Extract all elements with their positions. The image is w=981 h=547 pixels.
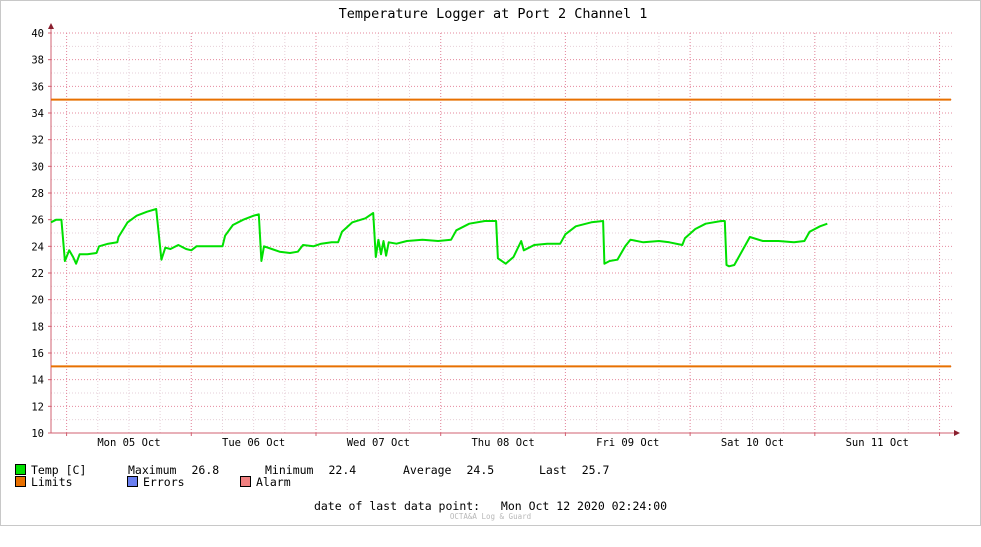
stat-last-label: Last [539,463,567,477]
minor-gridlines [51,33,952,433]
y-tick-label: 12 [31,401,44,413]
last-data-point-value: Mon Oct 12 2020 02:24:00 [500,499,668,513]
stat-average: Average 24.5 [403,463,494,477]
stat-minimum-label: Minimum [265,463,314,477]
y-tick-label: 32 [31,135,44,147]
y-tick-label: 36 [31,81,44,93]
temperature-series-line [50,208,828,268]
temperature-chart: 10 12 14 16 18 20 22 24 26 28 30 32 34 36 38 40 Mon 05 … [31,6,960,449]
legend-item-temp: Temp [C] [15,463,86,477]
y-tick-label: 24 [31,241,44,253]
x-tick-label: Mon 05 Oct [97,437,160,449]
y-tick-label: 14 [31,375,44,387]
y-tick-label: 34 [31,108,44,120]
x-tick-label: Thu 08 Oct [471,437,534,449]
y-tick-label: 40 [31,28,44,40]
axes [48,23,960,436]
y-tick-label: 38 [31,55,44,67]
x-tick-label: Wed 07 Oct [347,437,410,449]
y-tick-label: 10 [31,428,44,440]
x-tick-label: Fri 09 Oct [596,437,659,449]
legend-label-alarm: Alarm [256,475,291,489]
legend-swatch-errors [127,476,138,487]
last-data-point-label: date of last data point: [313,499,481,513]
y-tick-labels: 10 12 14 16 18 20 22 24 26 28 30 32 34 36 38 40 [31,28,44,440]
y-tick-label: 30 [31,161,44,173]
x-tick-label: Tue 06 Oct [222,437,285,449]
major-gridlines [51,32,952,433]
x-tick-label: Sun 11 Oct [846,437,909,449]
stat-maximum-value: 26.8 [191,463,220,477]
stat-average-value: 24.5 [466,463,495,477]
legend-swatch-alarm [240,476,251,487]
stat-maximum-label: Maximum [128,463,177,477]
legend-item-limits: Limits [15,475,73,489]
y-axis-arrow [48,23,54,29]
y-tick-label: 26 [31,215,44,227]
legend-label-temp: Temp [C] [31,463,87,477]
y-tick-label: 28 [31,188,44,200]
legend-swatch-temp [15,464,26,475]
stat-minimum: Minimum 22.4 [265,463,356,477]
y-tick-label: 20 [31,295,44,307]
stat-maximum: Maximum 26.8 [128,463,219,477]
y-tick-label: 16 [31,348,44,360]
y-tick-label: 22 [31,268,44,280]
series-lines [50,208,828,268]
stat-minimum-value: 22.4 [328,463,357,477]
legend-label-errors: Errors [143,475,185,489]
legend-row-2: Limits Errors Alarm [15,475,975,489]
legend-item-alarm: Alarm [240,475,291,489]
legend-swatch-limits [15,476,26,487]
limit-lines [51,98,951,368]
x-tick-labels: Mon 05 Oct Tue 06 Oct Wed 07 Oct Thu 08 Oct… [97,437,908,449]
footer-brand: OCTA&A Log & Guard [449,512,532,521]
legend-label-limits: Limits [31,475,73,489]
stat-last: Last 25.7 [539,463,609,477]
legend-item-errors: Errors [127,475,185,489]
stat-average-label: Average [403,463,452,477]
x-axis-arrow [954,430,960,436]
last-data-point: date of last data point: Mon Oct 12 2020… [0,499,981,513]
x-tick-label: Sat 10 Oct [721,437,784,449]
chart-title: Temperature Logger at Port 2 Channel 1 [339,6,648,22]
stat-last-value: 25.7 [581,463,610,477]
y-tick-label: 18 [31,321,44,333]
legend-row-1: Temp [C] Maximum 26.8 Minimum 22.4 Average… [15,463,975,477]
